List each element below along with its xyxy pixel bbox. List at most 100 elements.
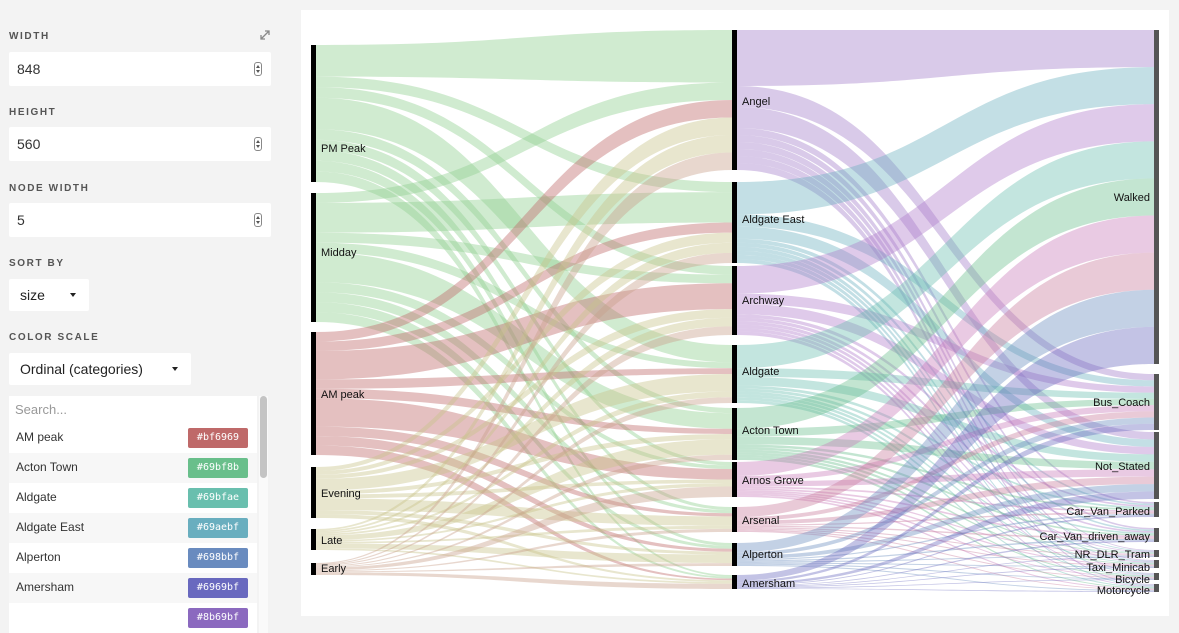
sankey-link[interactable] — [737, 376, 1154, 462]
sankey-link[interactable] — [316, 445, 732, 581]
height-input[interactable]: 560 — [9, 127, 271, 161]
color-list-scrollbar[interactable] — [259, 396, 268, 633]
sankey-link[interactable] — [316, 368, 732, 389]
sankey-link[interactable] — [316, 548, 732, 584]
color-swatch[interactable]: #6969bf — [188, 578, 248, 598]
sankey-link[interactable] — [737, 525, 1154, 539]
sankey-link[interactable] — [737, 538, 1154, 562]
color-scale-select[interactable]: Ordinal (categories) — [9, 353, 191, 385]
sankey-link[interactable] — [316, 82, 732, 203]
sankey-link[interactable] — [737, 417, 1154, 556]
sankey-link[interactable] — [737, 469, 1154, 487]
sankey-link[interactable] — [737, 488, 1154, 538]
sankey-link[interactable] — [737, 513, 1154, 561]
sankey-node[interactable] — [732, 575, 737, 589]
sankey-link[interactable] — [316, 87, 732, 275]
sankey-link[interactable] — [737, 491, 1154, 566]
sankey-link[interactable] — [737, 156, 1154, 574]
sankey-link[interactable] — [737, 30, 1154, 86]
sankey-link[interactable] — [737, 423, 1154, 583]
sankey-link[interactable] — [737, 250, 1154, 562]
sankey-link[interactable] — [737, 444, 1154, 511]
sankey-link[interactable] — [737, 141, 1154, 369]
sankey-link[interactable] — [737, 530, 1154, 591]
sankey-link[interactable] — [737, 128, 1154, 504]
sankey-link[interactable] — [316, 282, 732, 469]
sankey-node[interactable] — [1154, 573, 1159, 580]
sankey-link[interactable] — [737, 163, 1154, 585]
sankey-link[interactable] — [737, 135, 1154, 530]
sankey-link[interactable] — [737, 405, 1154, 482]
sankey-link[interactable] — [737, 238, 1154, 506]
sankey-node[interactable] — [732, 543, 737, 566]
sankey-link[interactable] — [737, 328, 1154, 576]
sankey-link[interactable] — [316, 514, 732, 582]
sankey-link[interactable] — [316, 528, 732, 572]
sankey-link[interactable] — [316, 192, 732, 233]
sankey-link[interactable] — [737, 314, 1154, 507]
sankey-node[interactable] — [311, 563, 316, 575]
sankey-link[interactable] — [737, 493, 1154, 578]
sankey-link[interactable] — [316, 454, 732, 568]
sankey-link[interactable] — [737, 411, 1154, 521]
node-width-stepper-icon[interactable] — [254, 213, 262, 227]
sankey-link[interactable] — [737, 254, 1154, 575]
sankey-node[interactable] — [1154, 550, 1159, 557]
color-list-item[interactable]: Aldgate #69bfae — [9, 483, 257, 513]
sankey-node[interactable] — [1154, 502, 1159, 517]
sankey-link[interactable] — [316, 252, 732, 565]
sankey-link[interactable] — [316, 543, 732, 564]
sankey-link[interactable] — [316, 388, 732, 434]
sankey-link[interactable] — [316, 30, 732, 83]
sankey-link[interactable] — [737, 562, 1154, 568]
sankey-link[interactable] — [316, 317, 732, 534]
color-list-item[interactable]: Aldgate East #69aebf — [9, 513, 257, 543]
sankey-node[interactable] — [311, 529, 316, 550]
sankey-link[interactable] — [737, 252, 1154, 517]
sankey-link[interactable] — [737, 385, 1154, 509]
color-swatch[interactable]: #8b69bf — [188, 608, 248, 628]
sankey-link[interactable] — [316, 486, 732, 571]
sankey-link[interactable] — [737, 490, 1154, 555]
sankey-link[interactable] — [316, 374, 732, 491]
sort-by-select[interactable]: size — [9, 279, 89, 311]
sankey-link[interactable] — [316, 242, 732, 369]
sankey-link[interactable] — [737, 515, 1154, 586]
sankey-link[interactable] — [737, 495, 1154, 590]
sankey-link[interactable] — [737, 321, 1154, 553]
sankey-link[interactable] — [737, 86, 1154, 381]
sankey-node[interactable] — [311, 467, 316, 518]
sankey-link[interactable] — [316, 152, 732, 564]
sankey-node[interactable] — [1154, 584, 1159, 592]
sankey-link[interactable] — [737, 556, 1154, 587]
sankey-link[interactable] — [737, 303, 1154, 455]
sankey-link[interactable] — [737, 289, 1154, 553]
sankey-link[interactable] — [316, 283, 732, 380]
sankey-node[interactable] — [732, 345, 737, 403]
sankey-link[interactable] — [316, 97, 732, 363]
sankey-link[interactable] — [737, 388, 1154, 535]
sankey-link[interactable] — [737, 397, 1154, 577]
sankey-link[interactable] — [737, 449, 1154, 554]
sankey-link[interactable] — [316, 160, 732, 546]
width-input[interactable]: 848 — [9, 52, 271, 86]
sankey-link[interactable] — [737, 540, 1154, 587]
sankey-link[interactable] — [316, 139, 732, 466]
sankey-link[interactable] — [316, 398, 732, 480]
sankey-link[interactable] — [316, 76, 732, 193]
sankey-link[interactable] — [737, 242, 1154, 532]
sankey-link[interactable] — [737, 317, 1154, 533]
sankey-node[interactable] — [1154, 528, 1159, 542]
color-search-input[interactable]: Search... — [15, 402, 68, 417]
sankey-link[interactable] — [316, 222, 732, 351]
sankey-link[interactable] — [737, 452, 1154, 565]
sankey-link[interactable] — [737, 398, 1154, 437]
sankey-link[interactable] — [737, 567, 1154, 588]
sankey-link[interactable] — [737, 391, 1154, 554]
sankey-link[interactable] — [316, 171, 732, 577]
sankey-node[interactable] — [1154, 30, 1159, 364]
sankey-link[interactable] — [737, 149, 1154, 561]
sankey-link[interactable] — [316, 510, 732, 555]
sankey-link[interactable] — [737, 476, 1154, 525]
color-list-item[interactable]: Amersham #6969bf — [9, 573, 257, 603]
